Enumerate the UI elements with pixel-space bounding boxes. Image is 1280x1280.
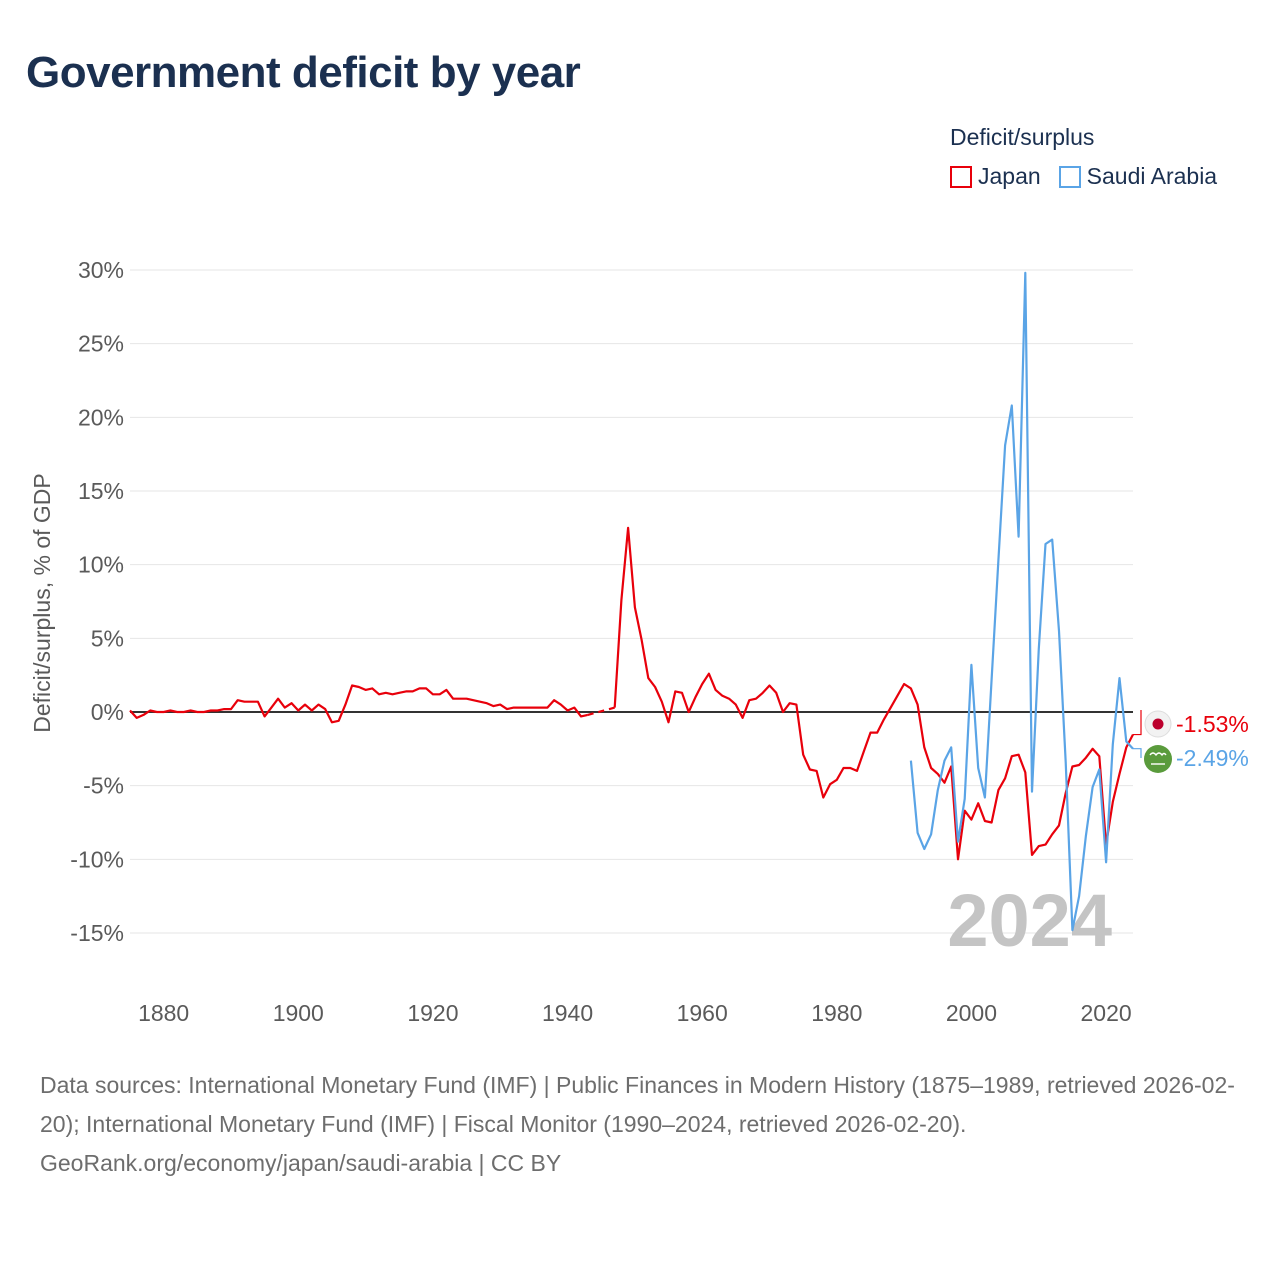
- x-tick-label: 1880: [138, 1000, 189, 1026]
- y-tick-label: 30%: [78, 257, 124, 283]
- data-sources: Data sources: International Monetary Fun…: [40, 1072, 1235, 1137]
- x-tick-label: 1920: [407, 1000, 458, 1026]
- legend-swatch-japan: [950, 165, 972, 188]
- y-tick-label: -5%: [83, 773, 124, 799]
- legend-label-japan: Japan: [978, 163, 1041, 189]
- y-tick-label: 20%: [78, 404, 124, 430]
- legend-swatch-saudi-arabia: [1058, 165, 1081, 188]
- year-watermark: 2024: [947, 879, 1112, 962]
- end-label-saudi-arabia: -2.49%: [1176, 745, 1249, 771]
- legend-item-saudi-arabia[interactable]: Saudi Arabia: [1058, 163, 1218, 190]
- y-tick-label: 25%: [78, 331, 124, 357]
- y-tick-label: -10%: [70, 846, 124, 872]
- series-line-japan: [129, 684, 588, 724]
- japan-flag-disc: [1152, 718, 1164, 730]
- y-tick-label: -15%: [70, 920, 124, 946]
- y-tick-label: 10%: [78, 552, 124, 578]
- credit-link[interactable]: GeoRank.org/economy/japan/saudi-arabia |…: [40, 1150, 562, 1176]
- y-tick-label: 0%: [91, 699, 124, 725]
- y-tick-label: 15%: [78, 478, 124, 504]
- line-chart: 30% 25% 20% 15% 10% 5% 0% -5% -10% -15% 1880 1900 1…: [29, 257, 1249, 1026]
- x-tick-label: 1980: [811, 1000, 862, 1026]
- legend-label-saudi-arabia: Saudi Arabia: [1086, 163, 1218, 189]
- series-line-saudi-arabia: [909, 271, 1134, 932]
- x-tick-label: 1960: [677, 1000, 728, 1026]
- legend: Deficit/surplus Japan Saudi Arabia: [950, 124, 1217, 190]
- y-tick-label: 5%: [91, 625, 124, 651]
- footer: Data sources: International Monetary Fun…: [40, 1066, 1240, 1183]
- x-tick-label: 2020: [1080, 1000, 1131, 1026]
- x-tick-label: 2000: [946, 1000, 997, 1026]
- x-tick-label: 1940: [542, 1000, 593, 1026]
- y-axis-label: Deficit/surplus, % of GDP: [29, 473, 55, 732]
- leader-saudi-arabia: [1133, 748, 1142, 758]
- x-tick-label: 1900: [273, 1000, 324, 1026]
- legend-item-japan[interactable]: Japan: [950, 163, 1041, 190]
- series-line-japan: [613, 526, 1134, 861]
- series-gap-japan: [587, 706, 615, 717]
- leader-japan: [1133, 710, 1142, 736]
- end-label-japan: -1.53%: [1176, 711, 1249, 737]
- page-title: Government deficit by year: [26, 48, 581, 97]
- legend-title: Deficit/surplus: [950, 124, 1095, 150]
- saudi-arabia-flag-icon: [1144, 745, 1172, 773]
- saudi-flag-script: [1149, 752, 1167, 757]
